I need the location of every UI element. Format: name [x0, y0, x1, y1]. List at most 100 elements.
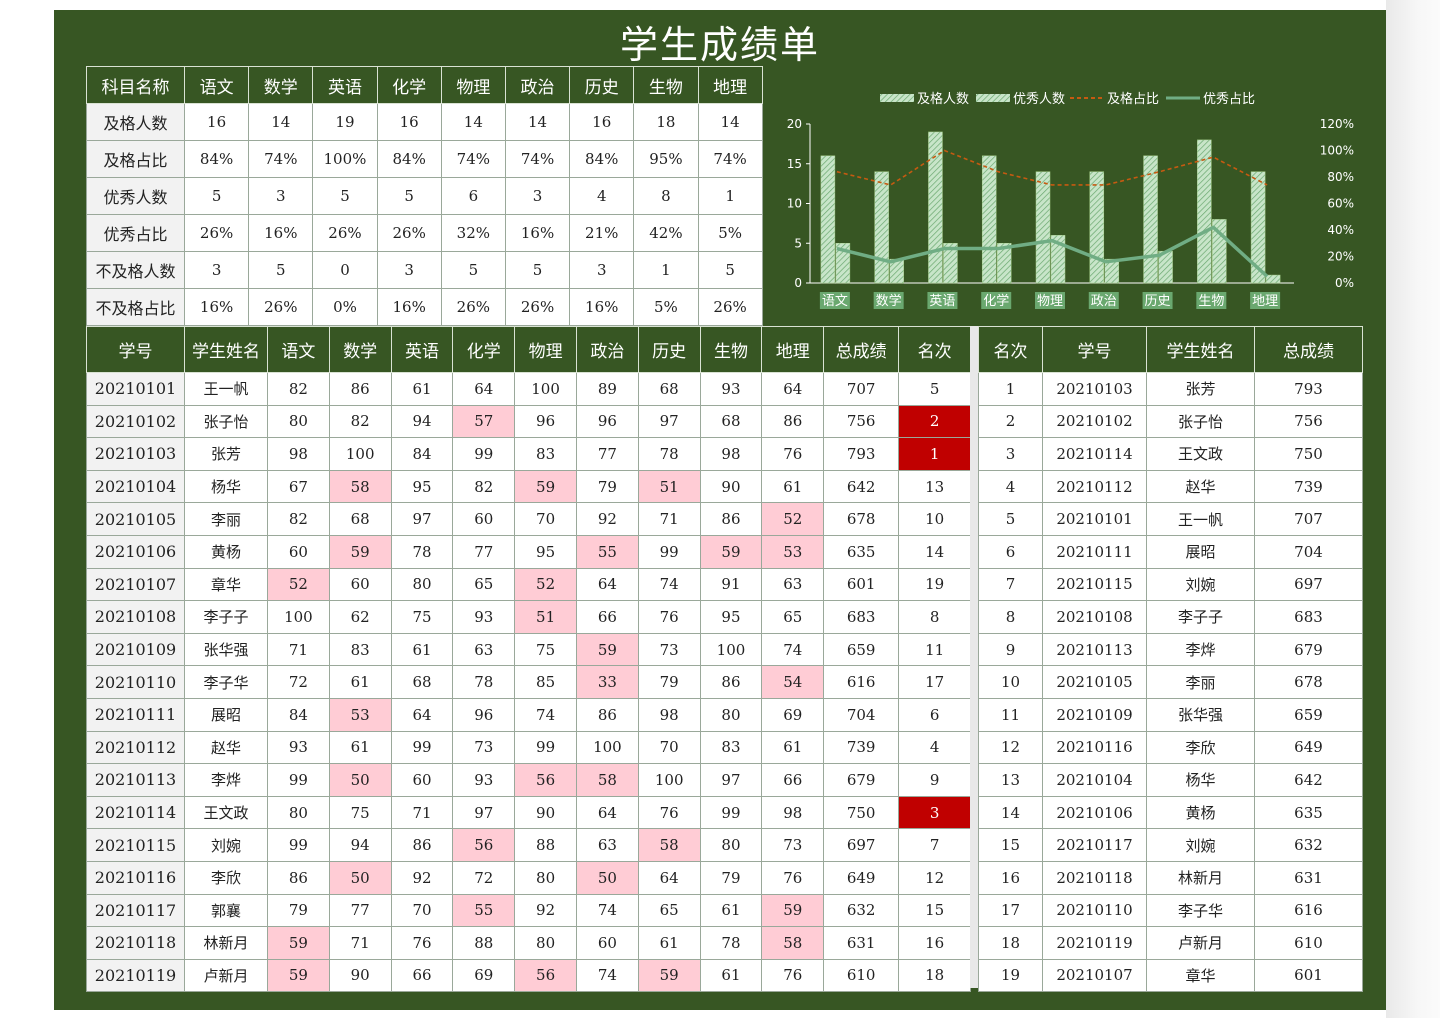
summary-cell: 0% — [312, 288, 378, 326]
ranking-id-cell: 20210104 — [1042, 763, 1147, 797]
score-cell: 70 — [637, 730, 701, 765]
score-cell: 70 — [514, 502, 577, 536]
score-cell: 74 — [514, 697, 577, 732]
scores-header-cell: 名次 — [898, 326, 972, 373]
page-title: 学生成绩单 — [619, 23, 820, 67]
ranking-id-cell: 20210113 — [1042, 632, 1147, 667]
scores-header-cell: 总成绩 — [823, 326, 900, 373]
rank-cell: 8 — [898, 600, 972, 634]
score-cell: 61 — [637, 926, 701, 960]
ranking-id-cell: 20210105 — [1042, 665, 1147, 699]
ranking-total-cell: 793 — [1254, 372, 1363, 406]
bar-pass-count — [1035, 171, 1051, 284]
bar-pass-count — [820, 155, 836, 284]
score-cell: 58 — [575, 763, 639, 797]
table-row: 20210110 李子华 72 61 68 78 85 33 79 86 54 616 17 — [86, 665, 972, 699]
student-id-cell: 20210103 — [86, 437, 185, 471]
ranking-rank-cell: 7 — [978, 567, 1043, 602]
score-cell: 97 — [452, 795, 516, 830]
summary-cell: 14 — [504, 103, 571, 141]
score-cell: 56 — [514, 763, 577, 797]
summary-cell: 16 — [569, 103, 635, 141]
score-cell: 83 — [699, 730, 763, 765]
score-cell: 83 — [328, 632, 392, 667]
total-score-cell: 659 — [823, 632, 900, 667]
score-cell: 63 — [761, 567, 825, 602]
summary-row: 不及格人数 3 5 0 3 5 5 3 1 5 — [86, 251, 763, 289]
score-cell: 59 — [514, 469, 577, 504]
summary-row-label: 优秀占比 — [86, 214, 185, 252]
summary-body: 及格人数 16 14 19 16 14 14 16 18 14 及格占比 84% 74% 100% 84% 7… — [86, 103, 763, 326]
scores-header-cell: 历史 — [637, 326, 701, 373]
ranking-rank-cell: 15 — [978, 828, 1043, 862]
list-item: 5 20210101 王一帆 707 — [978, 502, 1363, 536]
summary-row-label: 不及格人数 — [86, 251, 185, 289]
score-cell: 33 — [575, 665, 639, 699]
table-row: 20210103 张芳 98 100 84 99 83 77 78 98 76 793 1 — [86, 437, 972, 471]
scores-header-cell: 英语 — [390, 326, 454, 373]
summary-cell: 84% — [569, 140, 635, 178]
score-cell: 66 — [575, 600, 639, 634]
score-cell: 56 — [452, 828, 516, 862]
ranking-name-cell: 李欣 — [1146, 730, 1255, 765]
score-cell: 73 — [452, 730, 516, 765]
student-id-cell: 20210118 — [86, 926, 185, 960]
scores-header-cell: 化学 — [452, 326, 516, 373]
summary-cell: 5 — [376, 177, 442, 215]
student-name-cell: 黄杨 — [184, 534, 268, 569]
score-cell: 99 — [452, 437, 516, 471]
student-name-cell: 张子怡 — [184, 404, 268, 439]
ranking-rank-cell: 4 — [978, 469, 1043, 504]
score-cell: 74 — [575, 893, 639, 928]
score-cell: 73 — [637, 632, 701, 667]
summary-cell: 5 — [183, 177, 250, 215]
right-tick-label: 40% — [1327, 223, 1354, 237]
score-cell: 78 — [637, 437, 701, 471]
rank-cell: 10 — [898, 502, 972, 536]
bar-excellent-count — [1050, 235, 1066, 284]
summary-cell: 100% — [312, 140, 378, 178]
summary-header-7: 生物 — [633, 66, 699, 104]
left-tick-label: 15 — [787, 157, 802, 171]
ranking-total-cell: 659 — [1254, 697, 1363, 732]
score-cell: 69 — [761, 697, 825, 732]
score-cell: 98 — [637, 697, 701, 732]
x-tick-label: 地理 — [1252, 294, 1278, 309]
score-cell: 71 — [267, 632, 330, 667]
left-tick-label: 0 — [794, 276, 802, 290]
score-cell: 55 — [575, 534, 639, 569]
score-cell: 92 — [390, 860, 454, 895]
score-cell: 90 — [328, 958, 392, 993]
score-cell: 95 — [699, 600, 763, 634]
score-cell: 80 — [514, 926, 577, 960]
list-item: 10 20210105 李丽 678 — [978, 665, 1363, 699]
score-cell: 64 — [637, 860, 701, 895]
summary-cell: 84% — [376, 140, 442, 178]
legend-label: 及格人数 — [917, 91, 969, 107]
score-cell: 77 — [452, 534, 516, 569]
score-cell: 100 — [637, 763, 701, 797]
ranking-header-row: 名次 学号 学生姓名 总成绩 — [978, 326, 1363, 373]
list-item: 14 20210106 黄杨 635 — [978, 795, 1363, 830]
ranking-total-cell: 750 — [1254, 437, 1363, 471]
summary-cell: 1 — [697, 177, 763, 215]
ranking-id-cell: 20210110 — [1042, 893, 1147, 928]
ranking-total-cell: 649 — [1254, 730, 1363, 765]
bar-excellent-count — [943, 243, 958, 284]
summary-cell: 1 — [633, 251, 699, 289]
ranking-rank-cell: 5 — [978, 502, 1043, 536]
list-item: 11 20210109 张华强 659 — [978, 697, 1363, 732]
score-cell: 64 — [575, 567, 639, 602]
total-score-cell: 756 — [823, 404, 900, 439]
score-cell: 86 — [575, 697, 639, 732]
right-tick-label: 120% — [1320, 117, 1354, 131]
score-cell: 58 — [328, 469, 392, 504]
score-cell: 59 — [761, 893, 825, 928]
score-cell: 86 — [699, 502, 763, 536]
score-cell: 61 — [390, 632, 454, 667]
summary-cell: 14 — [697, 103, 763, 141]
score-cell: 53 — [328, 697, 392, 732]
score-cell: 60 — [390, 763, 454, 797]
table-row: 20210109 张华强 71 83 61 63 75 59 73 100 74 659 11 — [86, 632, 972, 667]
summary-header-6: 历史 — [569, 66, 635, 104]
